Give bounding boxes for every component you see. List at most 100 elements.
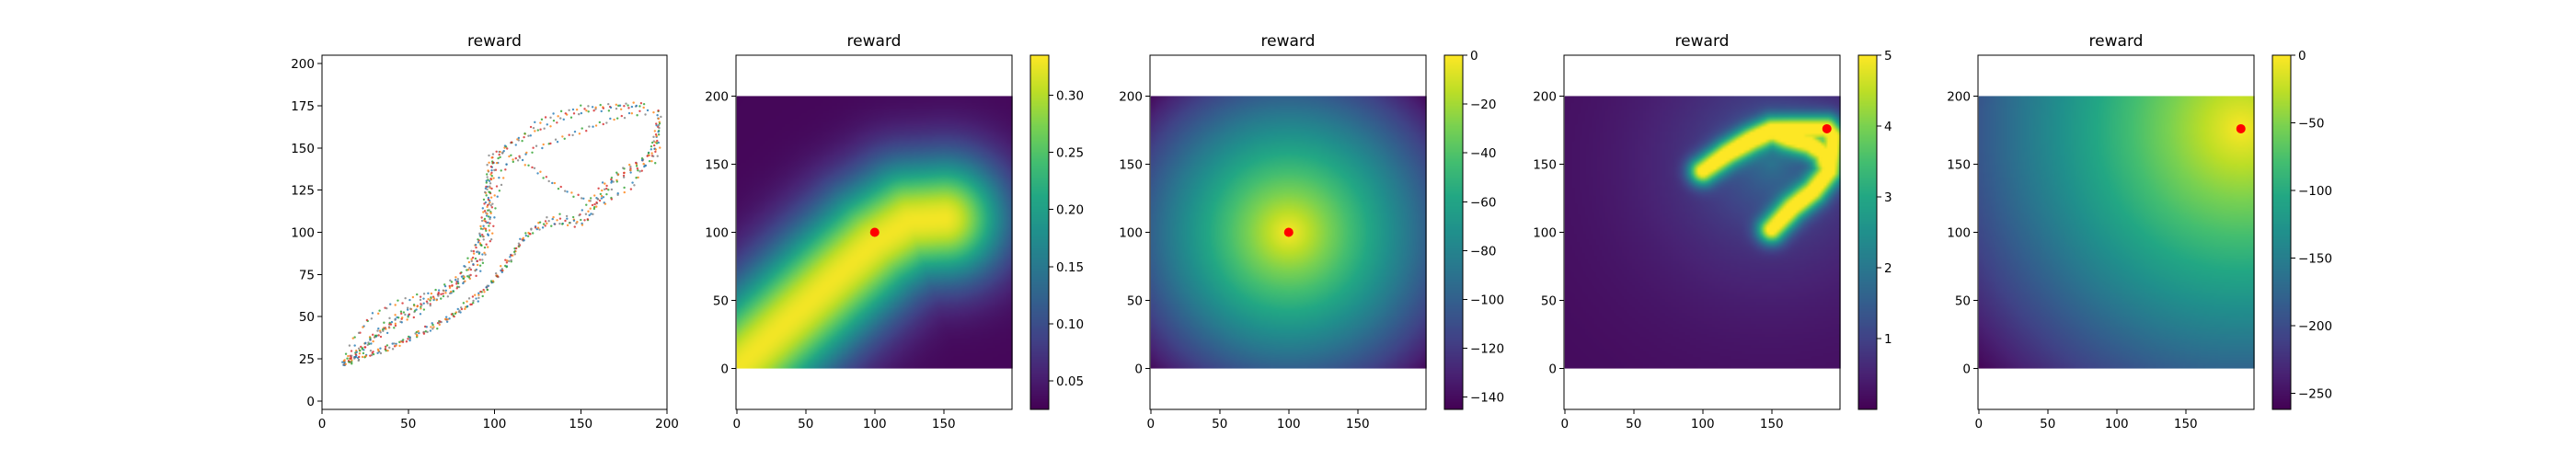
scatter-point <box>480 219 484 223</box>
scatter-point <box>488 179 491 182</box>
scatter-point <box>583 219 586 222</box>
scatter-point <box>547 179 550 183</box>
scatter-point <box>393 342 396 345</box>
scatter-point <box>490 156 493 159</box>
scatter-point <box>658 126 661 130</box>
scatter-point <box>489 165 493 168</box>
colorbar-tick-label: 0.30 <box>1056 88 1084 103</box>
scatter-point <box>524 234 528 237</box>
scatter-point <box>575 109 579 111</box>
scatter-point <box>355 351 358 353</box>
scatter-point <box>422 293 426 295</box>
scatter-point <box>351 361 353 363</box>
y-tick-label: 100 <box>1533 226 1557 241</box>
scatter-point <box>558 217 562 220</box>
scatter-point <box>385 328 387 330</box>
scatter-point <box>502 177 505 179</box>
scatter-point <box>508 259 511 263</box>
scatter-point <box>597 187 600 190</box>
scatter-point <box>379 347 382 350</box>
scatter-point <box>395 342 397 345</box>
scatter-point <box>588 200 591 202</box>
scatter-point <box>484 187 488 190</box>
scatter-point <box>628 163 631 167</box>
scatter-point <box>531 151 534 155</box>
panel-title: reward <box>1261 32 1316 51</box>
scatter-point <box>415 330 419 334</box>
scatter-point <box>493 168 496 172</box>
scatter-point <box>603 188 606 190</box>
scatter-point <box>471 295 475 298</box>
scatter-point <box>549 116 552 120</box>
scatter-point <box>629 168 632 172</box>
scatter-point <box>599 103 602 107</box>
scatter-point <box>409 307 412 310</box>
scatter-point <box>514 156 517 160</box>
scatter-point <box>369 339 372 341</box>
colorbar-tick-label: 0 <box>1470 49 1478 63</box>
scatter-point <box>503 144 507 147</box>
scatter-point <box>394 322 397 326</box>
scatter-point <box>485 229 488 232</box>
scatter-point <box>384 345 387 349</box>
scatter-point <box>483 202 486 205</box>
scatter-point <box>487 169 489 172</box>
scatter-point <box>431 322 433 325</box>
scatter-point <box>489 173 492 176</box>
scatter-point <box>341 361 344 363</box>
scatter-point <box>551 217 554 221</box>
scatter-point <box>640 158 644 162</box>
scatter-point <box>605 121 608 124</box>
scatter-point <box>444 292 447 294</box>
colorbar-tick-label: −40 <box>1470 146 1497 161</box>
y-tick-label: 200 <box>1119 89 1143 104</box>
scatter-point <box>551 181 554 185</box>
scatter-point <box>470 249 473 253</box>
scatter-point <box>489 185 491 188</box>
scatter-point <box>353 336 356 339</box>
scatter-point <box>552 215 555 219</box>
scatter-point <box>463 265 466 268</box>
y-tick-label: 100 <box>1119 226 1143 241</box>
scatter-point <box>502 149 505 153</box>
scatter-point <box>629 171 632 174</box>
scatter-point <box>412 304 416 306</box>
goal-marker <box>869 227 880 237</box>
scatter-point <box>505 163 508 166</box>
scatter-point <box>505 265 508 269</box>
scatter-point <box>466 257 469 259</box>
scatter-point <box>419 313 422 316</box>
scatter-point <box>466 275 469 278</box>
scatter-point <box>629 188 633 190</box>
scatter-point <box>650 159 653 163</box>
scatter-point <box>500 265 502 268</box>
scatter-point <box>655 122 658 125</box>
scatter-point <box>494 272 498 275</box>
scatter-point <box>388 346 391 350</box>
scatter-point <box>488 154 490 157</box>
colorbar-tick-label: 0.15 <box>1056 260 1084 275</box>
scatter-point <box>391 348 395 351</box>
scatter-point <box>431 328 434 330</box>
scatter-point <box>619 108 623 110</box>
scatter-point <box>517 139 521 142</box>
scatter-point <box>468 267 471 270</box>
y-tick-label: 25 <box>299 352 315 367</box>
scatter-point <box>457 285 461 289</box>
scatter-point <box>466 269 468 271</box>
scatter-point <box>411 295 415 299</box>
scatter-point <box>481 259 484 261</box>
scatter-point <box>481 207 485 210</box>
scatter-point <box>438 323 441 327</box>
scatter-point <box>487 203 489 207</box>
colorbar-frame <box>1443 54 1464 410</box>
scatter-point <box>652 140 655 143</box>
y-tick-label: 100 <box>1947 226 1971 241</box>
scatter-point <box>570 191 573 194</box>
scatter-point <box>499 150 501 154</box>
scatter-point <box>650 152 653 155</box>
scatter-point <box>486 176 489 178</box>
scatter-point <box>359 349 362 352</box>
scatter-point <box>483 226 486 230</box>
scatter-point <box>454 279 457 282</box>
